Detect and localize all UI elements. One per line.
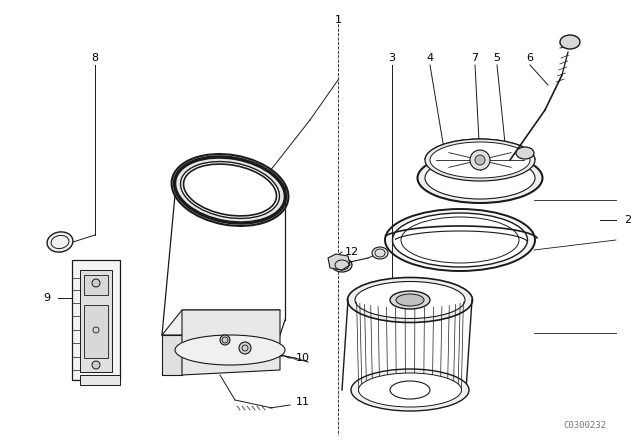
Text: 12: 12 [345, 247, 359, 257]
Circle shape [470, 150, 490, 170]
Text: 11: 11 [296, 397, 310, 407]
Polygon shape [328, 254, 350, 270]
Text: 3: 3 [388, 53, 396, 63]
Polygon shape [80, 270, 112, 372]
Polygon shape [162, 335, 182, 375]
Text: 2: 2 [625, 215, 632, 225]
Circle shape [475, 155, 485, 165]
Ellipse shape [332, 258, 352, 272]
Text: 4: 4 [426, 53, 433, 63]
Ellipse shape [392, 213, 527, 267]
Text: C0300232: C0300232 [563, 421, 607, 430]
Text: 8: 8 [92, 53, 99, 63]
Ellipse shape [385, 209, 535, 271]
Circle shape [92, 361, 100, 369]
Text: 9: 9 [44, 293, 51, 303]
Polygon shape [84, 305, 108, 358]
Ellipse shape [351, 369, 469, 411]
Ellipse shape [175, 335, 285, 365]
Polygon shape [162, 310, 280, 335]
Text: 5: 5 [493, 53, 500, 63]
Ellipse shape [417, 153, 543, 203]
Ellipse shape [560, 35, 580, 49]
Ellipse shape [425, 139, 535, 181]
Ellipse shape [348, 277, 472, 323]
Polygon shape [84, 275, 108, 295]
Polygon shape [80, 375, 120, 385]
Text: 6: 6 [527, 53, 534, 63]
Circle shape [239, 342, 251, 354]
Ellipse shape [372, 247, 388, 259]
Text: 10: 10 [296, 353, 310, 363]
Ellipse shape [355, 281, 465, 319]
Ellipse shape [390, 291, 430, 309]
Ellipse shape [358, 373, 461, 407]
Text: 7: 7 [472, 53, 479, 63]
Ellipse shape [430, 142, 530, 178]
Polygon shape [182, 310, 280, 375]
Text: 1: 1 [335, 15, 342, 25]
Ellipse shape [172, 154, 289, 226]
Ellipse shape [396, 294, 424, 306]
Ellipse shape [425, 157, 535, 199]
Circle shape [220, 335, 230, 345]
Ellipse shape [180, 162, 280, 219]
Ellipse shape [516, 147, 534, 159]
Ellipse shape [47, 232, 73, 252]
Circle shape [92, 279, 100, 287]
Polygon shape [72, 260, 120, 380]
